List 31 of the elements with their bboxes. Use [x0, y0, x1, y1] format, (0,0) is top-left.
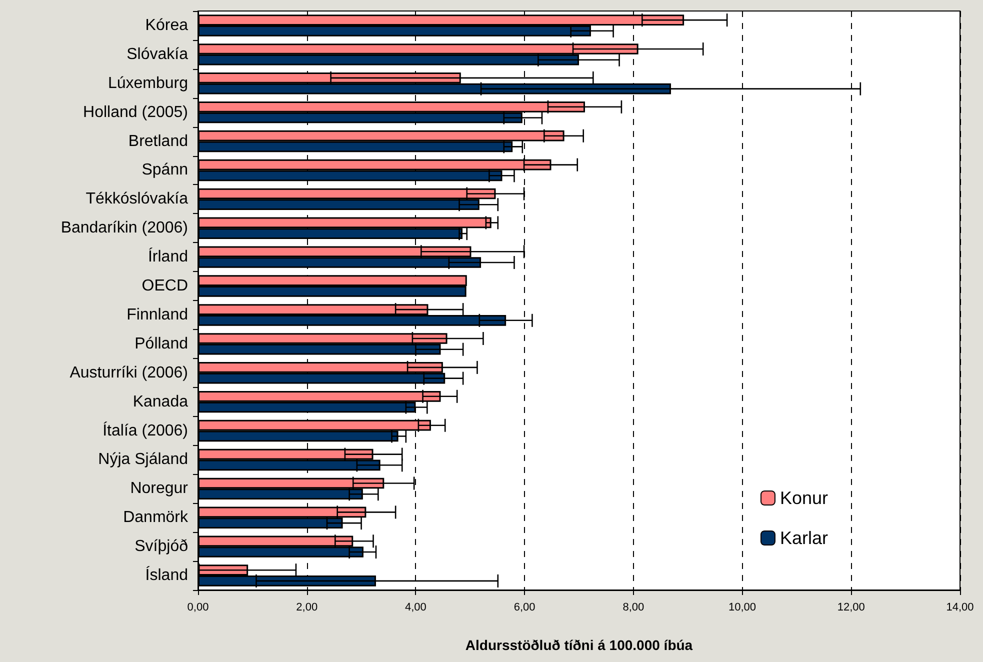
x-tick-label: 8,00	[622, 602, 644, 614]
y-tick-label: Finnland	[126, 306, 188, 324]
y-tick-label: Lúxemburg	[108, 74, 188, 92]
y-tick-label: Kórea	[145, 16, 188, 34]
x-tick-label: 14,00	[946, 602, 974, 614]
y-tick-label: Pólland	[134, 335, 188, 352]
x-axis-title: Aldursstöðluð tíðni á 100.000 íbúa	[465, 637, 693, 653]
y-tick-label: Tékkóslóvakía	[86, 190, 188, 208]
y-tick-label: Austurríki (2006)	[70, 364, 188, 382]
y-tick-label: Bandaríkin (2006)	[60, 220, 188, 237]
y-tick-label: Holland (2005)	[83, 104, 188, 121]
x-tick-label: 10,00	[728, 602, 756, 614]
x-tick-label: 2,00	[296, 602, 318, 614]
legend-label: Karlar	[780, 528, 828, 548]
x-tick-label: 0,00	[187, 602, 209, 614]
y-tick-label: Nýja Sjáland	[98, 451, 188, 468]
y-tick-label: Svíþjóð	[134, 538, 188, 556]
y-tick-label: Slóvakía	[126, 46, 188, 63]
y-tick-label: Spánn	[142, 162, 188, 179]
y-tick-label: Írland	[148, 248, 188, 266]
y-tick-label: Danmörk	[123, 509, 189, 526]
y-tick-label: Ísland	[145, 566, 188, 584]
y-tick-label: Bretland	[128, 132, 188, 150]
y-tick-label: OECD	[142, 278, 188, 295]
y-tick-label: Ítalía (2006)	[102, 421, 188, 440]
y-tick-label: Kanada	[132, 393, 188, 410]
x-tick-label: 4,00	[405, 602, 426, 614]
legend-label: Konur	[780, 488, 828, 508]
y-tick-label: Noregur	[130, 480, 189, 498]
x-tick-label: 6,00	[514, 602, 536, 614]
x-tick-label: 12,00	[837, 602, 865, 614]
